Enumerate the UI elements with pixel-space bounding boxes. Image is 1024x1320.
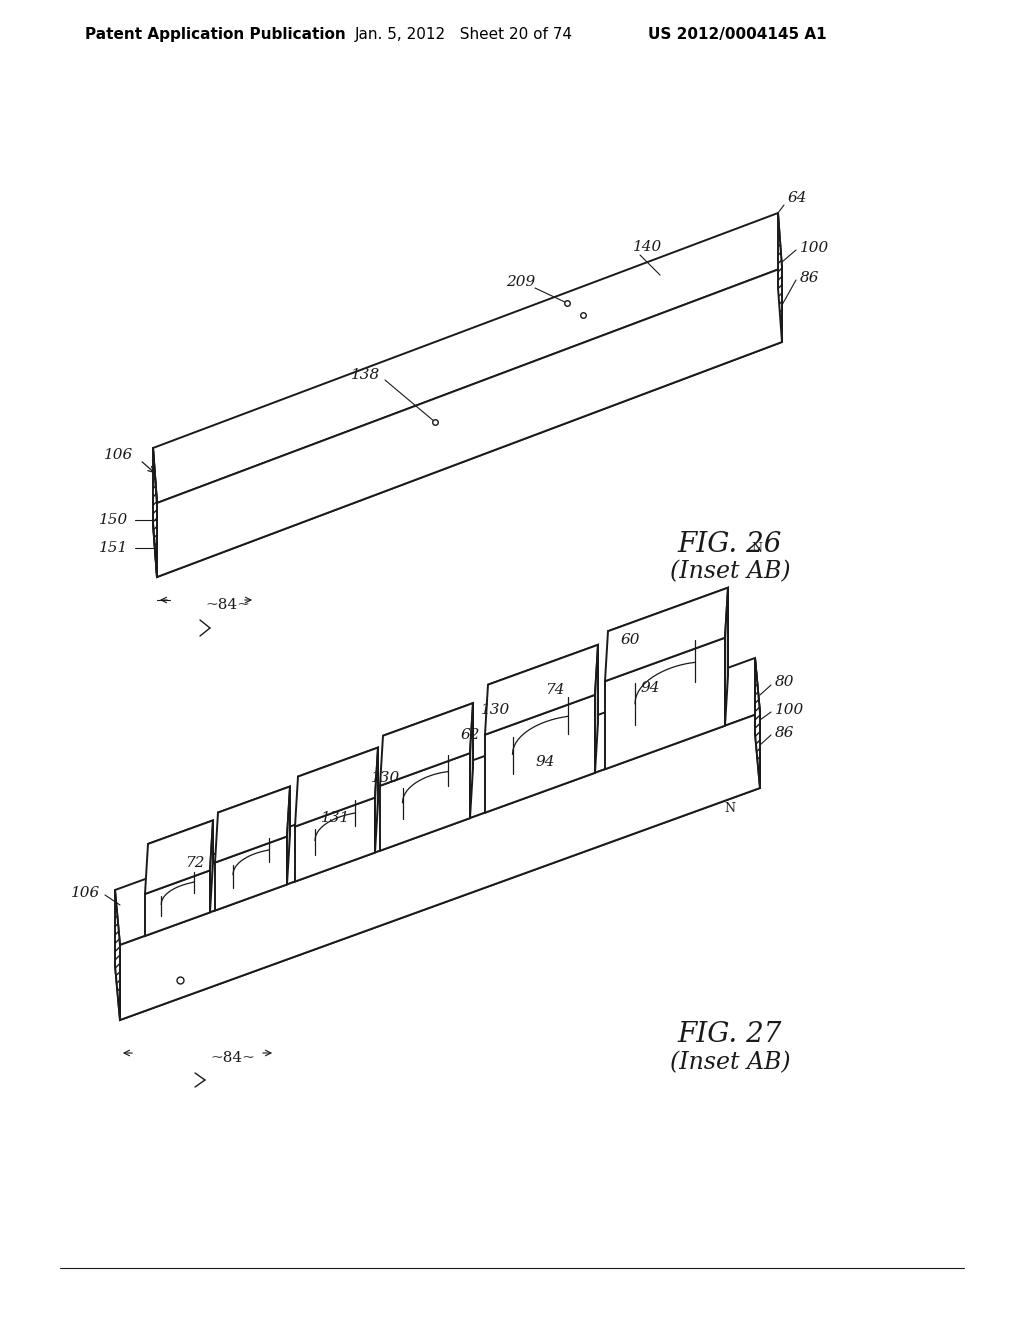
- Polygon shape: [148, 820, 213, 886]
- Text: 151: 151: [98, 541, 128, 554]
- Polygon shape: [215, 837, 287, 911]
- Text: N: N: [752, 541, 763, 554]
- Text: FIG. 27: FIG. 27: [678, 1022, 782, 1048]
- Polygon shape: [153, 213, 782, 503]
- Text: 130: 130: [371, 771, 400, 785]
- Polygon shape: [485, 694, 595, 813]
- Polygon shape: [383, 704, 473, 801]
- Text: 72: 72: [185, 855, 205, 870]
- Polygon shape: [298, 747, 378, 832]
- Polygon shape: [210, 820, 213, 912]
- Text: 209: 209: [506, 275, 535, 289]
- Polygon shape: [215, 787, 290, 862]
- Polygon shape: [218, 787, 290, 861]
- Polygon shape: [295, 797, 375, 882]
- Polygon shape: [157, 268, 782, 577]
- Text: 138: 138: [351, 368, 380, 381]
- Text: N: N: [725, 801, 735, 814]
- Polygon shape: [470, 704, 473, 818]
- Text: 131: 131: [321, 810, 350, 825]
- Text: 94: 94: [536, 755, 555, 770]
- Polygon shape: [755, 657, 760, 788]
- Text: 80: 80: [775, 675, 795, 689]
- Text: 94: 94: [640, 681, 659, 696]
- Text: 106: 106: [71, 886, 100, 900]
- Polygon shape: [605, 587, 728, 681]
- Text: FIG. 26: FIG. 26: [678, 532, 782, 558]
- Polygon shape: [380, 754, 470, 851]
- Polygon shape: [485, 644, 598, 735]
- Polygon shape: [145, 820, 213, 894]
- Polygon shape: [595, 644, 598, 772]
- Polygon shape: [725, 587, 728, 726]
- Polygon shape: [380, 704, 473, 785]
- Polygon shape: [295, 747, 378, 826]
- Text: 64: 64: [788, 191, 808, 205]
- Text: 130: 130: [480, 704, 510, 717]
- Text: ~84~: ~84~: [205, 598, 250, 612]
- Polygon shape: [605, 638, 725, 770]
- Text: US 2012/0004145 A1: US 2012/0004145 A1: [648, 28, 826, 42]
- Text: 100: 100: [775, 704, 804, 717]
- Polygon shape: [755, 657, 760, 788]
- Text: 74: 74: [545, 682, 565, 697]
- Polygon shape: [778, 213, 782, 342]
- Text: 150: 150: [98, 513, 128, 527]
- Text: Patent Application Publication: Patent Application Publication: [85, 28, 346, 42]
- Text: ~84~: ~84~: [210, 1051, 255, 1065]
- Polygon shape: [375, 747, 378, 853]
- Text: (Inset AB): (Inset AB): [670, 561, 791, 583]
- Polygon shape: [120, 713, 760, 1020]
- Polygon shape: [153, 288, 782, 577]
- Text: 86: 86: [800, 271, 819, 285]
- Polygon shape: [115, 657, 760, 945]
- Text: 62: 62: [461, 729, 480, 742]
- Text: 106: 106: [103, 447, 133, 462]
- Text: Jan. 5, 2012   Sheet 20 of 74: Jan. 5, 2012 Sheet 20 of 74: [355, 28, 573, 42]
- Polygon shape: [115, 733, 760, 1020]
- Text: (Inset AB): (Inset AB): [670, 1052, 791, 1074]
- Polygon shape: [287, 787, 290, 884]
- Polygon shape: [153, 447, 157, 577]
- Text: 86: 86: [775, 726, 795, 741]
- Polygon shape: [608, 587, 728, 719]
- Polygon shape: [145, 870, 210, 936]
- Text: 140: 140: [633, 240, 663, 253]
- Polygon shape: [488, 644, 598, 763]
- Text: 60: 60: [621, 634, 640, 647]
- Polygon shape: [115, 890, 120, 1020]
- Text: 100: 100: [800, 242, 829, 255]
